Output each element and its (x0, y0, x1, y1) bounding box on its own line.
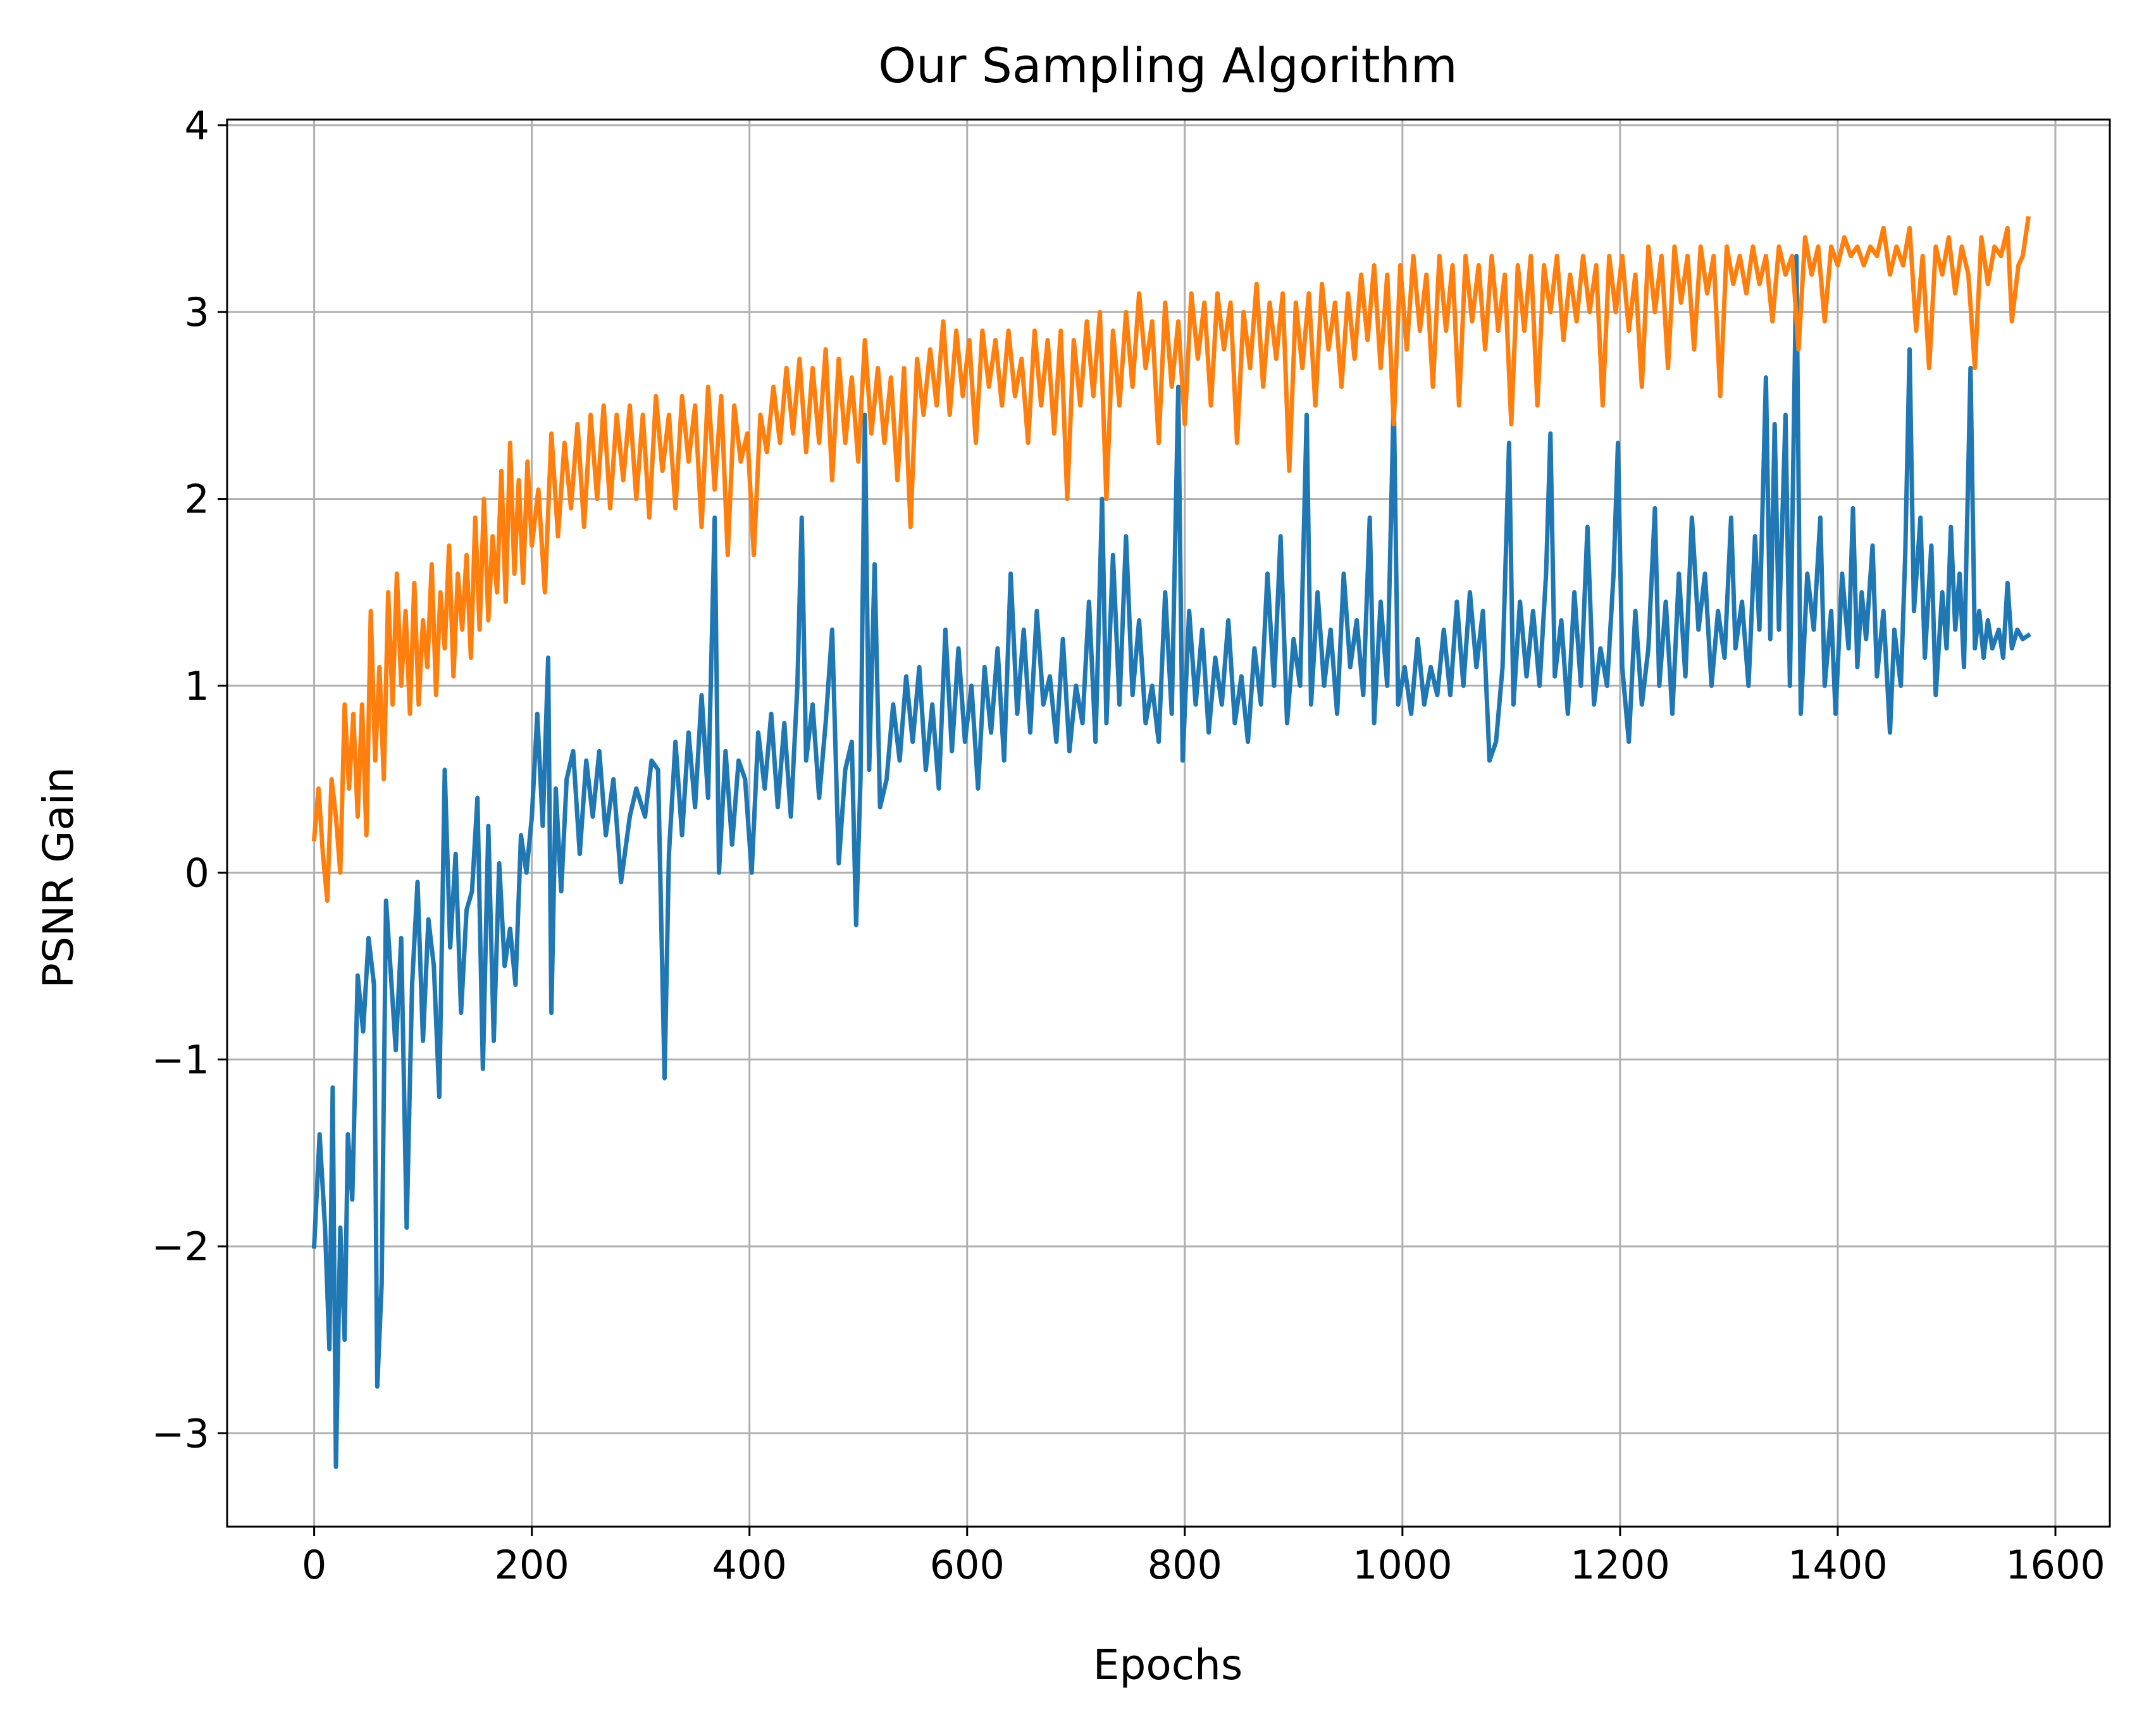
y-tick-label: 1 (185, 663, 209, 709)
y-tick-label: −3 (152, 1410, 209, 1456)
y-tick-label: −2 (152, 1224, 209, 1270)
chart-title: Our Sampling Algorithm (878, 37, 1458, 94)
series-lines (311, 216, 2031, 1469)
y-tick-label: 0 (185, 850, 209, 896)
y-tick-label: 4 (185, 102, 209, 149)
x-tick-label: 1200 (1570, 1542, 1670, 1588)
y-tick-label: −1 (152, 1037, 209, 1083)
x-tick-label: 200 (494, 1542, 569, 1588)
x-tick-label: 800 (1148, 1542, 1222, 1588)
x-axis-label: Epochs (1093, 1641, 1242, 1689)
series-line-2 (311, 216, 2031, 903)
y-tick-label: 3 (185, 289, 209, 335)
axis-ticks: 0 200 400 600 800 1000 1200 1400 1600 −3 −2 −1 0 1 2 3 4 (152, 102, 2105, 1588)
series-line-1 (311, 254, 2031, 1469)
y-tick-label: 2 (185, 476, 209, 523)
x-tick-label: 1000 (1353, 1542, 1453, 1588)
x-tick-label: 1400 (1788, 1542, 1888, 1588)
x-tick-label: 600 (930, 1542, 1005, 1588)
axes-frame (226, 118, 2111, 1528)
x-tick-label: 0 (302, 1542, 326, 1588)
x-tick-label: 400 (712, 1542, 787, 1588)
y-axis-label: PSNR Gain (34, 767, 83, 988)
x-tick-label: 1600 (2005, 1542, 2105, 1588)
